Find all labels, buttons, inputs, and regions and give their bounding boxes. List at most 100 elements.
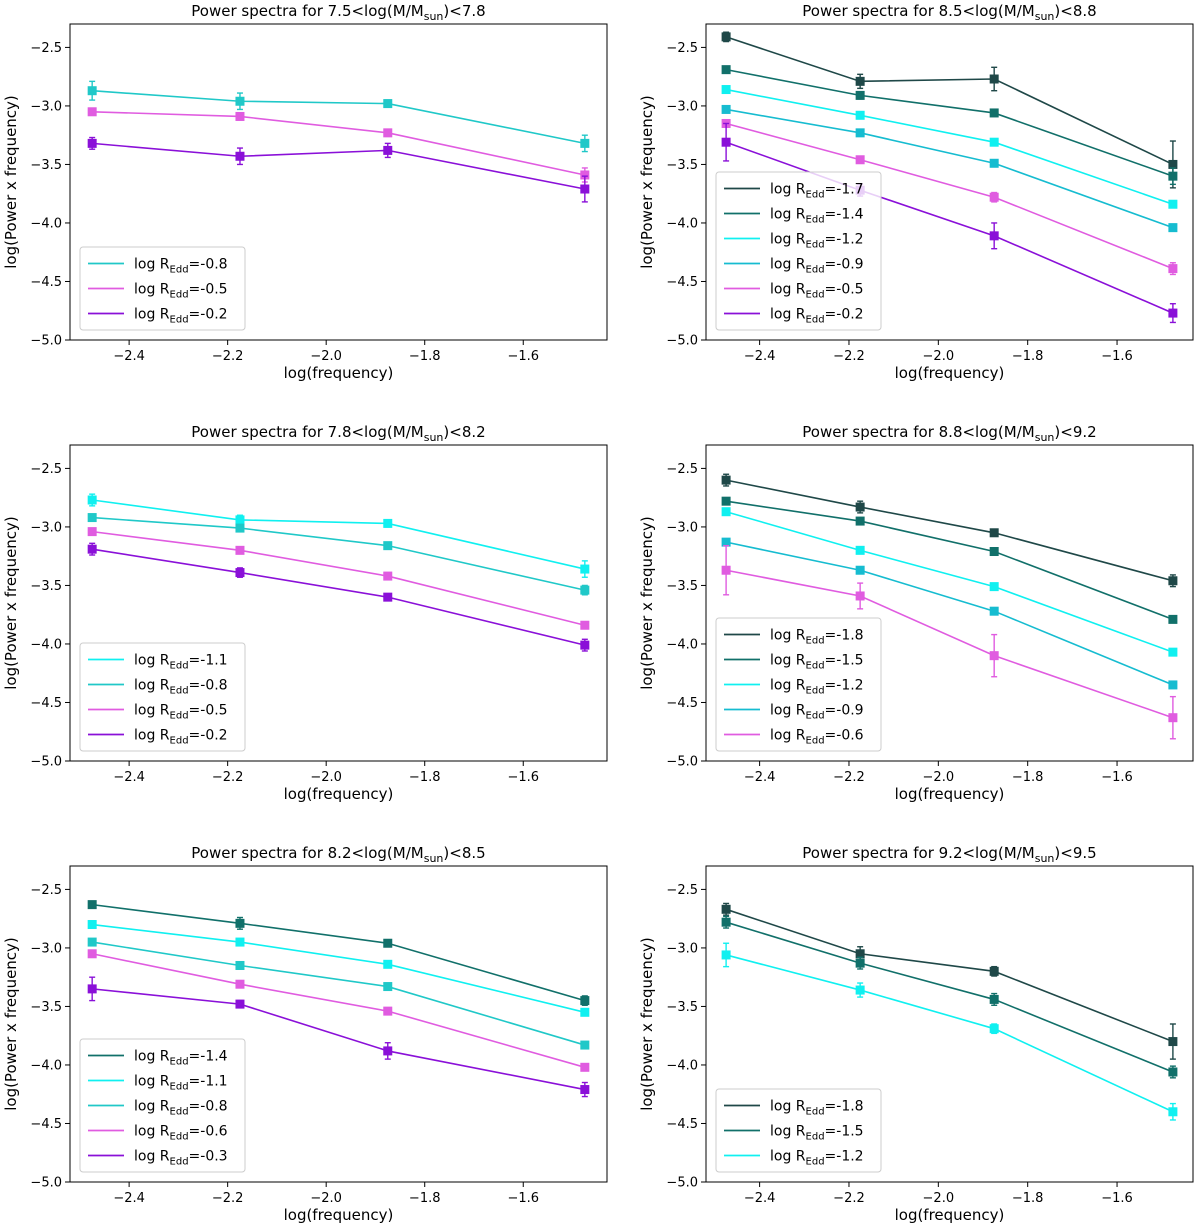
data-point-marker <box>580 138 590 148</box>
x-tick-label: −2.2 <box>212 770 244 785</box>
legend-entry-subscript: Edd <box>806 215 825 226</box>
y-axis-label: log(Power x frequency) <box>638 516 656 690</box>
series-line <box>92 530 586 627</box>
data-point-marker <box>87 544 97 554</box>
legend-frame <box>715 1088 882 1173</box>
chart-title-range-end: )<8.8 <box>1054 2 1096 20</box>
legend-entry-subscript: Edd <box>170 711 189 722</box>
series-line <box>725 122 1174 270</box>
axes-frame <box>69 23 608 341</box>
x-tick-label: −1.8 <box>409 349 441 364</box>
data-point-marker <box>580 585 590 595</box>
data-point-marker <box>989 966 999 976</box>
data-series <box>87 136 590 203</box>
legend-entry-prefix: log R <box>134 678 170 694</box>
x-tick-label: −1.6 <box>507 349 539 364</box>
x-tick-label: −2.0 <box>310 1191 342 1206</box>
data-point-marker <box>989 582 999 592</box>
legend-entry-prefix: log R <box>770 232 806 248</box>
y-tick-label: −3.0 <box>30 520 62 535</box>
data-series <box>87 513 590 596</box>
legend-entry-prefix: log R <box>770 653 806 669</box>
axes-frame <box>705 23 1194 341</box>
legend-entry-subscript: Edd <box>170 315 189 326</box>
chart-title: Power spectra for 8.8<log(M/Msun)<9.2 <box>802 423 1096 444</box>
series-line <box>92 142 585 190</box>
legend-entry-value: =-0.5 <box>825 282 864 298</box>
y-axis-label: log(Power x frequency) <box>2 937 20 1111</box>
y-tick-label: −2.5 <box>30 883 62 898</box>
y-tick-label: −4.0 <box>666 1058 698 1073</box>
legend-entry-subscript: Edd <box>170 265 189 276</box>
data-point-marker <box>1168 713 1178 723</box>
data-point-marker <box>383 99 393 109</box>
legend-entry: log REdd=-1.4 <box>134 1049 228 1068</box>
chart-title-subscript: sun <box>1035 852 1055 865</box>
series-line <box>725 500 1174 621</box>
y-tick-label: −5.0 <box>30 755 62 770</box>
legend-entry: log REdd=-0.5 <box>770 282 864 301</box>
series-line <box>92 499 586 570</box>
data-point-marker <box>855 155 865 165</box>
axes-frame <box>69 444 608 762</box>
data-point-marker <box>235 523 245 533</box>
data-point-marker <box>580 620 590 630</box>
legend-entry: log REdd=-0.6 <box>770 728 864 747</box>
chart-title-main: Power spectra for 7.8<log(M/M <box>191 423 423 441</box>
data-point-marker <box>1168 159 1178 169</box>
legend-entry-value: =-1.7 <box>825 182 864 198</box>
chart-panel: Power spectra for 8.5<log(M/Msun)<8.8 −2.… <box>638 2 1194 382</box>
series-line <box>725 36 1174 166</box>
legend-entry-value: =-1.4 <box>825 207 864 223</box>
legend-entry: log REdd=-1.1 <box>134 653 228 672</box>
chart-title-subscript: sun <box>1035 10 1055 23</box>
data-point-marker <box>235 918 245 928</box>
legend-entry: log REdd=-1.1 <box>134 1074 228 1093</box>
series-line <box>725 88 1174 205</box>
x-axis-label: log(frequency) <box>895 1206 1005 1224</box>
legend-entry-prefix: log R <box>134 257 170 273</box>
data-point-marker <box>1168 614 1178 624</box>
x-tick-label: −1.6 <box>507 1191 539 1206</box>
y-tick-label: −5.0 <box>666 334 698 349</box>
data-point-marker <box>383 145 393 155</box>
x-tick-label: −2.0 <box>310 770 342 785</box>
y-tick-label: −3.5 <box>666 158 698 173</box>
legend-entry-prefix: log R <box>134 282 170 298</box>
legend-frame <box>79 1038 246 1173</box>
data-point-marker <box>580 564 590 574</box>
x-tick-label: −2.4 <box>744 349 776 364</box>
x-tick-label: −2.2 <box>212 1191 244 1206</box>
x-tick-label: −1.8 <box>1012 1191 1044 1206</box>
data-point-marker <box>383 541 393 551</box>
data-point-marker <box>235 96 245 106</box>
data-point-marker <box>855 90 865 100</box>
legend-entry-subscript: Edd <box>806 661 825 672</box>
legend-entry: log REdd=-1.8 <box>770 1099 864 1118</box>
series-line <box>92 516 586 591</box>
legend-entry-value: =-0.5 <box>189 282 228 298</box>
data-point-marker <box>1168 576 1178 586</box>
data-point-marker <box>721 904 731 914</box>
data-point-marker <box>383 518 393 528</box>
legend-entry-value: =-1.4 <box>189 1049 228 1065</box>
data-point-marker <box>855 545 865 555</box>
legend-entry-prefix: log R <box>134 1124 170 1140</box>
data-point-marker <box>989 74 999 84</box>
legend-entry-subscript: Edd <box>806 711 825 722</box>
data-point-marker <box>235 111 245 121</box>
chart-title-range-end: )<9.2 <box>1054 423 1096 441</box>
y-tick-label: −5.0 <box>666 1176 698 1191</box>
series-line <box>92 941 586 1046</box>
data-point-marker <box>721 507 731 517</box>
series-line <box>725 510 1174 653</box>
series-line <box>725 541 1174 686</box>
x-tick-label: −2.0 <box>310 349 342 364</box>
x-axis-label: log(frequency) <box>284 785 394 803</box>
series-line <box>725 108 1174 229</box>
y-tick-label: −4.5 <box>666 696 698 711</box>
series-line <box>725 68 1174 177</box>
legend-entry: log REdd=-0.8 <box>134 257 228 276</box>
